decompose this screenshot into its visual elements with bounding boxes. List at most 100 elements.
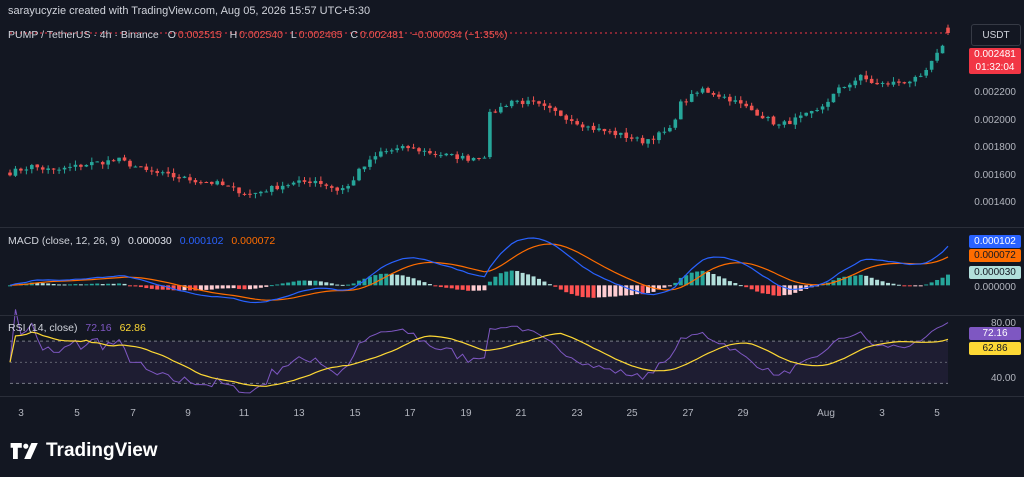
- macd-histogram-bar: [515, 271, 520, 286]
- candle-body: [226, 185, 230, 187]
- macd-histogram-bar: [640, 285, 645, 295]
- macd-histogram-bar: [531, 276, 536, 286]
- candle-body: [280, 185, 285, 190]
- macd-histogram-bar: [782, 285, 787, 296]
- candle-body: [689, 94, 694, 102]
- macd-hist-value: 0.000030: [127, 235, 172, 247]
- candle-body: [73, 164, 78, 167]
- macd-histogram-bar: [247, 285, 252, 290]
- macd-histogram-bar: [924, 284, 929, 286]
- candle-body: [313, 180, 318, 184]
- candle-body: [837, 87, 841, 94]
- macd-histogram-bar: [40, 283, 45, 286]
- candle-body: [515, 100, 519, 102]
- macd-histogram-bar: [580, 285, 585, 298]
- candle-body: [553, 107, 558, 111]
- candle-body: [678, 101, 683, 120]
- candle-body: [90, 162, 94, 166]
- macd-histogram-bar: [100, 284, 105, 286]
- candle-body: [133, 166, 138, 168]
- macd-histogram-bar: [198, 285, 203, 291]
- candle-body: [531, 100, 536, 102]
- candle-body: [880, 82, 885, 84]
- last-price-label: 0.002481: [969, 48, 1021, 61]
- candle-body: [695, 92, 699, 94]
- macd-histogram-bar: [433, 285, 438, 287]
- macd-histogram-bar: [242, 285, 247, 290]
- candle-body: [471, 157, 476, 161]
- candle-body: [657, 132, 661, 141]
- macd-histogram-bar: [324, 282, 329, 286]
- macd-histogram-bar: [678, 277, 683, 286]
- macd-line-value: 0.000102: [179, 235, 224, 247]
- macd-histogram-bar: [591, 285, 596, 298]
- candle-body: [864, 75, 868, 80]
- currency-button[interactable]: USDT: [971, 24, 1021, 46]
- candle-body: [820, 106, 825, 110]
- macd-histogram-bar: [542, 281, 547, 286]
- rsi-value-label: 72.16: [969, 327, 1021, 340]
- macd-histogram-bar: [215, 285, 220, 289]
- macd-histogram-bar: [57, 284, 62, 286]
- macd-histogram-bar: [280, 283, 285, 286]
- macd-histogram-bar: [487, 281, 492, 286]
- x-tick: 29: [737, 408, 749, 419]
- macd-histogram-bar: [858, 274, 863, 286]
- macd-histogram-bar: [477, 285, 481, 291]
- candle-body: [19, 168, 23, 171]
- candle-body: [237, 187, 241, 194]
- candle-body: [209, 181, 214, 184]
- candle-body: [400, 146, 405, 149]
- macd-histogram-bar: [384, 273, 389, 286]
- candle-body: [286, 185, 290, 187]
- candle-body: [428, 151, 432, 154]
- candle-body: [335, 187, 340, 191]
- rsi-ma-value: 62.86: [119, 322, 146, 334]
- candle-body: [373, 156, 378, 160]
- macd-histogram-bar: [177, 285, 182, 291]
- rsi-value: 72.16: [85, 322, 112, 334]
- candle-body: [602, 128, 607, 132]
- candle-body: [908, 81, 912, 84]
- candle-body: [24, 169, 29, 171]
- macd-histogram-bar: [297, 280, 302, 286]
- close-label: C: [350, 29, 359, 41]
- macd-histogram-bar: [122, 283, 127, 286]
- candle-body: [193, 180, 198, 183]
- macd-histogram-bar: [417, 280, 422, 286]
- candle-body: [231, 186, 236, 188]
- macd-histogram-bar: [286, 282, 291, 286]
- price-tick: 0.002000: [974, 115, 1016, 126]
- x-tick: 23: [571, 408, 583, 419]
- candle-body: [629, 137, 634, 139]
- macd-histogram-bar: [149, 285, 154, 289]
- macd-histogram-bar: [89, 283, 94, 286]
- candle-body: [711, 92, 716, 95]
- macd-histogram-bar: [51, 283, 56, 286]
- macd-histogram-bar: [564, 285, 569, 293]
- tradingview-brand[interactable]: TradingView: [10, 440, 158, 462]
- x-tick: 27: [682, 408, 694, 419]
- macd-histogram-bar: [144, 285, 149, 289]
- macd-histogram-bar: [891, 283, 896, 286]
- candle-body: [580, 124, 585, 128]
- candle-body: [935, 52, 939, 61]
- macd-histogram-bar: [536, 278, 541, 286]
- candle-body: [215, 181, 220, 185]
- candle-body: [591, 125, 596, 130]
- macd-histogram-bar: [302, 280, 307, 286]
- candle-body: [259, 191, 263, 194]
- macd-histogram-bar: [787, 285, 792, 295]
- candle-body: [804, 112, 809, 116]
- rsi-tick-80: 80.00: [990, 318, 1016, 329]
- price-tick: 0.002200: [974, 87, 1016, 98]
- macd-histogram-bar: [498, 273, 503, 286]
- macd-histogram-bar: [684, 275, 689, 286]
- macd-histogram-bar: [444, 285, 449, 288]
- candle-body: [886, 83, 890, 85]
- macd-histogram-bar: [558, 285, 563, 290]
- candle-body: [771, 116, 776, 125]
- pane-separator: [0, 396, 1024, 397]
- candle-body: [618, 132, 623, 135]
- price-tick: 0.001400: [974, 197, 1016, 208]
